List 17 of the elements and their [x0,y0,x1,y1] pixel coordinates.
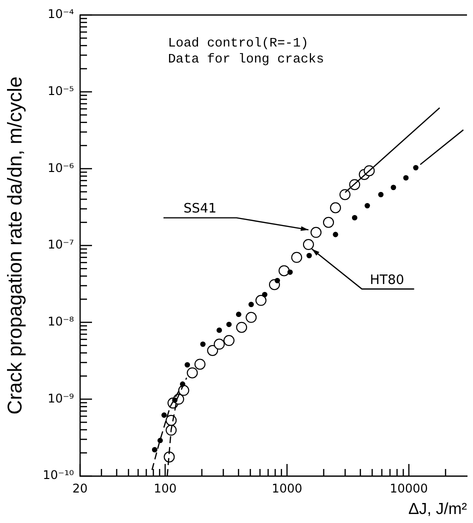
x-tick-label: 20 [72,481,88,496]
y-tick-label: 10⁻⁹ [48,391,74,406]
x-tick-label: 1000 [272,481,302,496]
annotation: Data for long cracks [168,51,324,66]
annotation: SS41 [183,202,217,217]
annotation: HT80 [370,272,404,288]
y-tick-label: 10⁻⁵ [48,84,74,98]
y-axis-title: Crack propagation rate da/dn, m/cycle [4,76,27,414]
x-tick-label: 100 [154,481,177,496]
y-tick-label: 10⁻⁴ [48,7,74,22]
y-tick-label: 10⁻⁶ [48,160,74,175]
y-tick-label: 10⁻⁸ [48,314,74,328]
x-tick-label: 10000 [390,481,428,496]
y-tick-label: 10⁻¹⁰ [42,468,74,482]
y-tick-label: 10⁻⁷ [48,238,74,252]
annotation: Load control(R=-1) [168,35,308,50]
x-axis-title: ΔJ, J/m² [408,500,468,518]
